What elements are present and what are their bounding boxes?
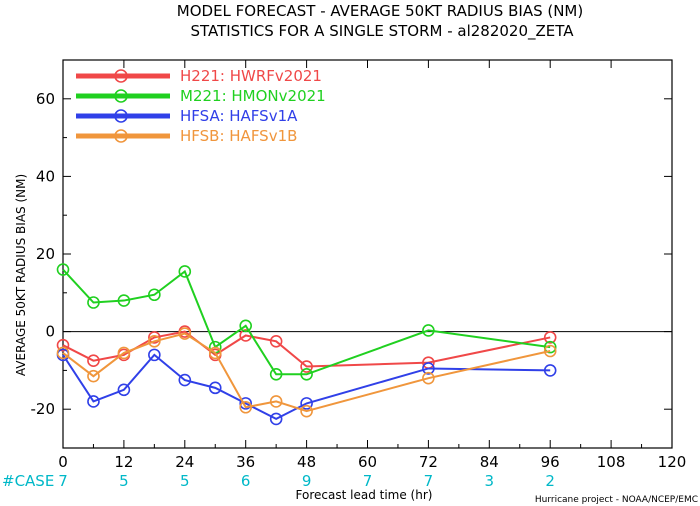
series-HAFSv1A bbox=[56, 348, 557, 426]
y-tick-label: 0 bbox=[45, 323, 55, 341]
data-point-HAFSv1B bbox=[178, 327, 192, 340]
y-tick-label: 20 bbox=[36, 245, 55, 263]
data-point-HWRFv2021 bbox=[300, 360, 313, 373]
data-point-HMONv2021 bbox=[239, 319, 252, 333]
chart-subtitle: STATISTICS FOR A SINGLE STORM - al282020… bbox=[190, 22, 574, 41]
data-point-HAFSv1A bbox=[117, 383, 131, 397]
data-point-HMONv2021 bbox=[87, 296, 100, 309]
x-tick-label: 36 bbox=[236, 453, 255, 471]
legend-marker-HMONv2021 bbox=[114, 89, 128, 103]
data-point-HMONv2021 bbox=[56, 263, 70, 276]
case-count: 7 bbox=[363, 472, 373, 490]
legend-marker-HAFSv1B bbox=[114, 129, 128, 143]
data-point-HAFSv1A bbox=[300, 397, 313, 410]
data-point-HAFSv1B bbox=[208, 346, 222, 360]
chart-title: MODEL FORECAST - AVERAGE 50KT RADIUS BIA… bbox=[177, 2, 583, 20]
legend-label-HAFSv1B: HFSB: HAFSv1B bbox=[180, 127, 297, 145]
case-count: 6 bbox=[241, 472, 251, 490]
case-count: 5 bbox=[180, 472, 190, 490]
case-count: 2 bbox=[545, 472, 555, 490]
x-tick-label: 120 bbox=[658, 453, 687, 471]
x-tick-label: 24 bbox=[175, 453, 194, 471]
data-point-HAFSv1A bbox=[543, 364, 557, 377]
case-count: 7 bbox=[58, 472, 68, 490]
y-tick-label: -20 bbox=[31, 400, 56, 418]
credit-text: Hurricane project - NOAA/NCEP/EMC bbox=[535, 495, 698, 505]
data-point-HMONv2021 bbox=[178, 265, 192, 278]
data-point-HAFSv1B bbox=[300, 404, 313, 418]
case-count: 7 bbox=[424, 472, 434, 490]
data-point-HMONv2021 bbox=[117, 294, 131, 307]
data-point-HWRFv2021 bbox=[269, 334, 283, 348]
data-point-HAFSv1B bbox=[543, 344, 557, 358]
x-tick-label: 84 bbox=[480, 453, 499, 471]
case-count: 5 bbox=[119, 472, 129, 490]
data-point-HMONv2021 bbox=[543, 340, 557, 354]
y-tick-label: 60 bbox=[36, 90, 55, 108]
data-point-HWRFv2021 bbox=[148, 331, 161, 344]
series-HAFSv1B bbox=[56, 327, 557, 418]
x-tick-label: 60 bbox=[358, 453, 377, 471]
data-point-HAFSv1B bbox=[422, 371, 435, 385]
series-HMONv2021 bbox=[56, 263, 557, 381]
data-point-HAFSv1A bbox=[208, 381, 222, 395]
data-point-HAFSv1B bbox=[87, 369, 100, 383]
x-tick-label: 96 bbox=[541, 453, 560, 471]
data-point-HAFSv1B bbox=[239, 400, 252, 414]
legend-label-HMONv2021: M221: HMONv2021 bbox=[180, 87, 326, 105]
legend: H221: HWRFv2021 M221: HMONv2021 HFSA: HAFS… bbox=[76, 67, 326, 145]
data-point-HAFSv1A bbox=[239, 397, 252, 410]
data-point-HAFSv1B bbox=[148, 334, 161, 348]
data-point-HAFSv1A bbox=[269, 412, 283, 426]
data-point-HMONv2021 bbox=[269, 367, 283, 381]
x-tick-label: 108 bbox=[597, 453, 626, 471]
data-point-HAFSv1B bbox=[117, 346, 131, 360]
data-point-HMONv2021 bbox=[148, 288, 161, 302]
data-point-HAFSv1A bbox=[422, 362, 435, 375]
x-axis-label: Forecast lead time (hr) bbox=[296, 488, 433, 502]
data-point-HWRFv2021 bbox=[56, 338, 70, 352]
x-tick-label: 48 bbox=[297, 453, 316, 471]
x-tick-label: 72 bbox=[419, 453, 438, 471]
data-point-HWRFv2021 bbox=[87, 354, 100, 368]
y-tick-label: 40 bbox=[36, 167, 55, 185]
case-count: 9 bbox=[302, 472, 312, 490]
series-line-HAFSv1A bbox=[62, 353, 551, 421]
y-axis-label: AVERAGE 50KT RADIUS BIAS (NM) bbox=[14, 174, 28, 376]
data-point-HAFSv1A bbox=[148, 348, 161, 362]
series-line-HAFSv1B bbox=[62, 332, 551, 413]
series-line-HMONv2021 bbox=[62, 268, 551, 376]
legend-marker-HAFSv1A bbox=[114, 109, 128, 123]
legend-label-HAFSv1A: HFSA: HAFSv1A bbox=[180, 107, 298, 125]
data-point-HAFSv1B bbox=[56, 346, 70, 360]
x-tick-label: 12 bbox=[114, 453, 133, 471]
legend-label-HWRFv2021: H221: HWRFv2021 bbox=[180, 67, 322, 85]
data-point-HMONv2021 bbox=[300, 367, 313, 381]
data-point-HWRFv2021 bbox=[543, 331, 557, 344]
case-row-label: #CASE bbox=[2, 472, 54, 490]
case-count: 3 bbox=[485, 472, 495, 490]
data-point-HAFSv1A bbox=[178, 373, 192, 387]
x-tick-label: 0 bbox=[58, 453, 68, 471]
data-point-HMONv2021 bbox=[422, 324, 435, 337]
legend-marker-HWRFv2021 bbox=[114, 69, 128, 83]
data-point-HAFSv1B bbox=[269, 395, 283, 408]
data-point-HAFSv1A bbox=[87, 395, 100, 408]
